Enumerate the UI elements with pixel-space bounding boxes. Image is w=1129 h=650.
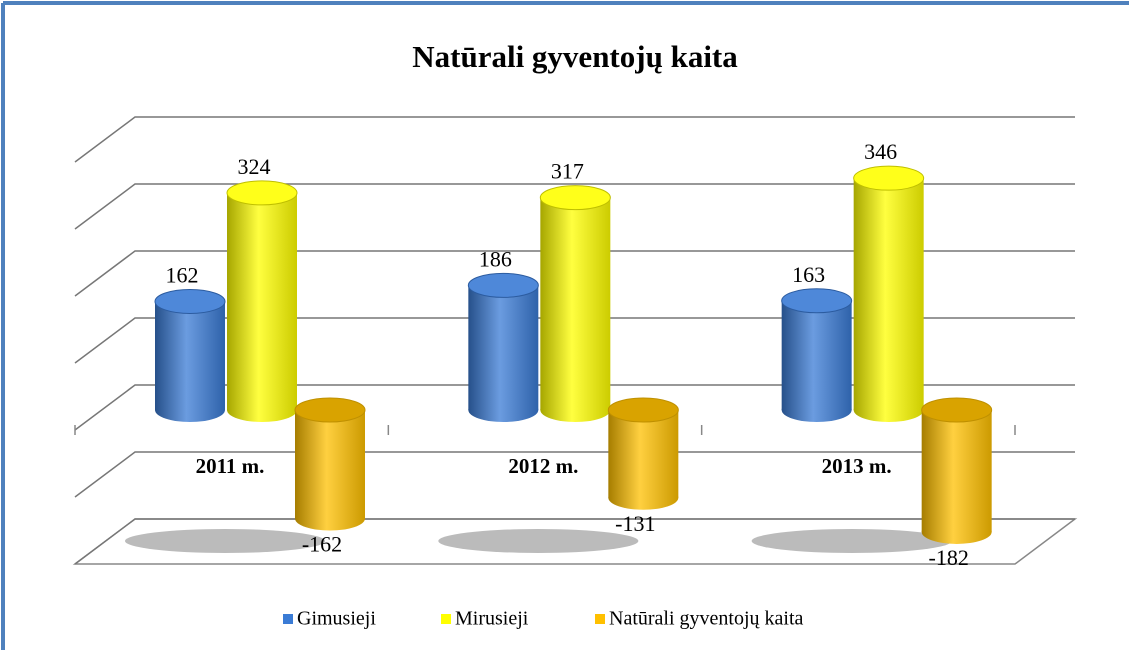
bar <box>467 272 539 422</box>
bar <box>781 288 853 422</box>
bar-shadow <box>125 529 325 553</box>
grid-line <box>74 116 1075 163</box>
bar <box>921 397 993 544</box>
legend-label: Natūrali gyventojų kaita <box>609 608 804 630</box>
data-label: 162 <box>166 263 199 288</box>
data-label: 346 <box>864 139 897 164</box>
bar <box>154 288 226 422</box>
x-tick-label: 2013 m. <box>822 454 892 478</box>
bar <box>607 397 679 510</box>
legend-swatch <box>595 614 605 624</box>
legend-label: Mirusieji <box>455 608 529 630</box>
data-label: -131 <box>615 511 655 536</box>
legend-label: Gimusieji <box>297 608 376 630</box>
legend-swatch <box>283 614 293 624</box>
grid-line <box>74 384 1075 431</box>
grid-line <box>74 518 1075 565</box>
data-label: 186 <box>479 246 512 271</box>
grid-line <box>74 317 1075 364</box>
x-tick-label: 2012 m. <box>508 454 578 478</box>
grid-line <box>74 183 1075 230</box>
bar <box>294 397 366 531</box>
legend-swatch <box>441 614 451 624</box>
bar <box>539 185 611 422</box>
data-label: -162 <box>302 532 342 557</box>
data-label: 324 <box>238 154 271 179</box>
x-tick-label: 2011 m. <box>196 454 265 478</box>
bar <box>226 180 298 422</box>
data-label: -182 <box>929 545 969 570</box>
data-label: 163 <box>792 262 825 287</box>
grid-line <box>74 250 1075 297</box>
chart-title: Natūrali gyventojų kaita <box>412 39 738 74</box>
grid-line <box>74 451 1075 498</box>
bar-shadow <box>438 529 639 553</box>
bar <box>853 165 925 422</box>
bar-shadow <box>751 529 952 553</box>
data-label: 317 <box>551 159 584 184</box>
